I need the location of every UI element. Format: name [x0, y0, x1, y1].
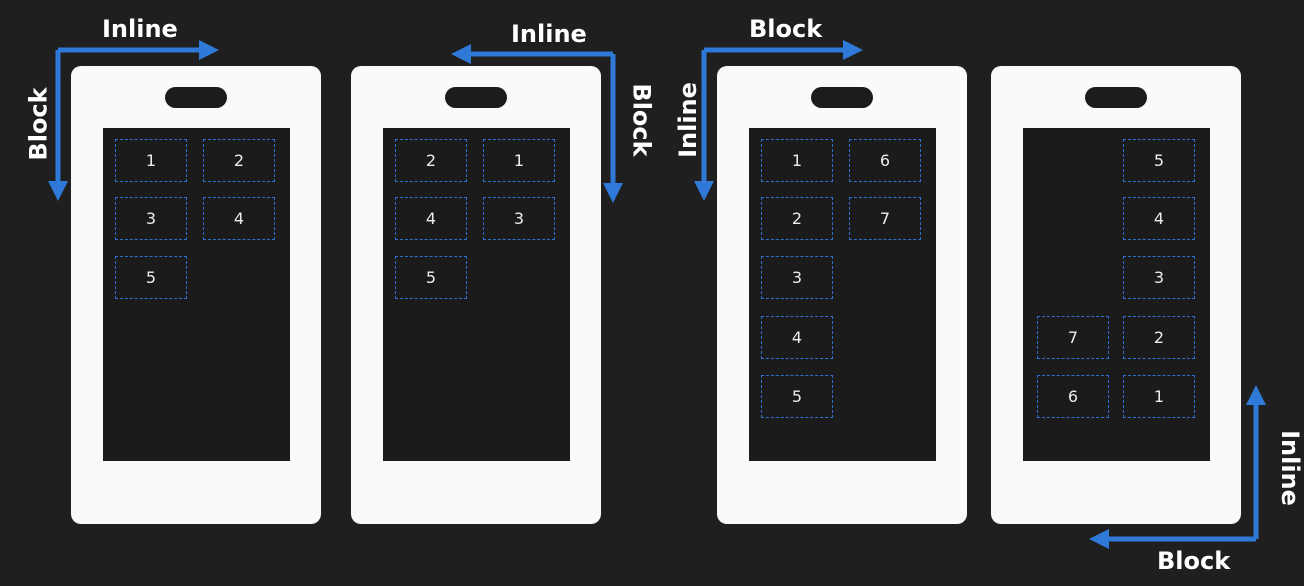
p1-inline-label: Inline: [102, 15, 178, 43]
flow-item: 6: [1037, 375, 1109, 418]
phone-rtl-tb: 2 1 4 3 5: [351, 66, 601, 524]
p3-block-inline-arrow: [701, 47, 852, 190]
flow-item: 5: [1123, 139, 1195, 182]
p1-block-label: Block: [24, 87, 53, 161]
flow-item: 2: [203, 139, 275, 182]
flow-item: 4: [203, 197, 275, 240]
p4-inline-block-arrow: [1102, 400, 1259, 542]
p1-inline-block-arrow: [55, 47, 208, 190]
flow-item: 3: [115, 197, 187, 240]
p2-block-label: Block: [627, 83, 656, 157]
flow-item: 2: [1123, 316, 1195, 359]
flow-item: 3: [1123, 256, 1195, 299]
phone-screen: 1 2 3 4 5: [103, 128, 290, 461]
flow-item: 7: [849, 197, 921, 240]
flow-item: 1: [761, 139, 833, 182]
phone-notch: [165, 87, 227, 108]
flow-item: 4: [761, 316, 833, 359]
flow-item: 3: [483, 197, 555, 240]
phone-vertical-lr: 1 6 2 7 3 4 5: [717, 66, 967, 524]
phone-notch: [1085, 87, 1147, 108]
flow-item: 1: [115, 139, 187, 182]
flow-item: 7: [1037, 316, 1109, 359]
flow-item: 4: [395, 197, 467, 240]
flow-item: 1: [483, 139, 555, 182]
p3-block-label: Block: [749, 15, 823, 43]
p2-inline-block-arrow: [462, 51, 616, 192]
p2-inline-label: Inline: [511, 20, 587, 48]
p4-inline-label: Inline: [1275, 430, 1304, 506]
p4-block-label: Block: [1157, 547, 1231, 575]
phone-notch: [445, 87, 507, 108]
flow-item: 3: [761, 256, 833, 299]
phone-screen: 2 1 4 3 5: [383, 128, 570, 461]
phone-screen: 5 4 3 7 2 6 1: [1023, 128, 1210, 461]
flow-item: 6: [849, 139, 921, 182]
flow-item: 2: [761, 197, 833, 240]
flow-item: 1: [1123, 375, 1195, 418]
flow-item: 5: [761, 375, 833, 418]
phone-screen: 1 6 2 7 3 4 5: [749, 128, 936, 461]
phone-vertical-rl-bt: 5 4 3 7 2 6 1: [991, 66, 1241, 524]
flow-item: 5: [115, 256, 187, 299]
phone-notch: [811, 87, 873, 108]
flow-item: 5: [395, 256, 467, 299]
p3-inline-label: Inline: [673, 82, 702, 158]
phone-ltr-tb: 1 2 3 4 5: [71, 66, 321, 524]
flow-item: 4: [1123, 197, 1195, 240]
flow-item: 2: [395, 139, 467, 182]
